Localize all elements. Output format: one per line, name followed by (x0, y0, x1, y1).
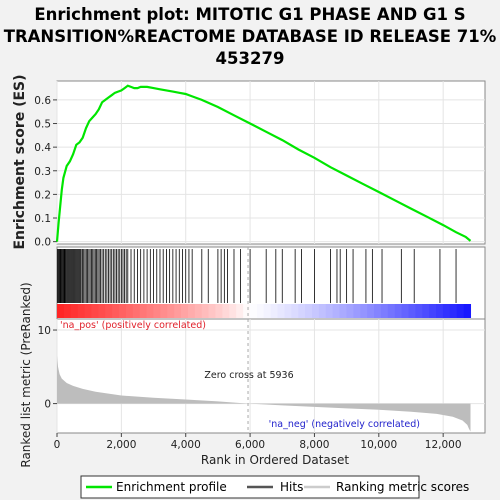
color-bar-segment-25 (229, 304, 237, 318)
color-bar-segment-40 (332, 304, 341, 318)
es-panel (56, 80, 486, 245)
color-bar-segment-0 (57, 304, 65, 318)
color-bar-segment-18 (181, 304, 189, 318)
chart-title-line-1: Enrichment plot: MITOTIC G1 PHASE AND G1… (34, 5, 465, 24)
es-y-ticks: 0.0 0.1 0.2 0.3 0.4 0.5 0.6 (34, 95, 57, 249)
rank-color-bar (57, 304, 472, 318)
metric-panel (56, 318, 486, 434)
metric-y-axis-label: Ranked list metric (PreRanked) (19, 282, 33, 467)
x-tick-label-3: 6,000 (235, 439, 265, 451)
x-axis-label: Rank in Ordered Dataset (201, 453, 349, 467)
color-bar-segment-4 (84, 304, 92, 318)
x-tick-label-5: 10,000 (360, 439, 397, 451)
color-bar-segment-50 (401, 304, 409, 318)
es-tick-label-5: 0.5 (34, 119, 51, 131)
x-tick-label-1: 2,000 (106, 439, 136, 451)
es-tick-label-1: 0.1 (34, 213, 51, 225)
color-bar-segment-58 (456, 304, 465, 318)
es-y-axis-label: Enrichment score (ES) (12, 74, 28, 249)
color-bar-segment-9 (119, 304, 127, 318)
hits-marks (57, 249, 457, 303)
color-bar-segment-56 (442, 304, 451, 318)
x-tick-label-2: 4,000 (171, 439, 201, 451)
color-bar-segment-42 (346, 304, 354, 318)
es-tick-label-6: 0.6 (34, 95, 51, 107)
color-bar-segment-34 (291, 304, 299, 318)
color-bar-segment-59 (463, 304, 472, 318)
color-bar-segment-11 (132, 304, 141, 318)
color-bar-segment-8 (112, 304, 120, 318)
color-bar-segment-37 (312, 304, 320, 318)
color-bar-segment-15 (160, 304, 168, 318)
color-bar-segment-2 (70, 304, 79, 318)
es-tick-label-2: 0.2 (34, 189, 51, 201)
negative-correlation-label: 'na_neg' (negatively correlated) (269, 419, 420, 430)
color-bar-segment-57 (449, 304, 458, 318)
color-bar-segment-41 (339, 304, 347, 318)
color-bar-segment-54 (429, 304, 437, 318)
color-bar-segment-45 (367, 304, 375, 318)
color-bar-segment-22 (208, 304, 217, 318)
legend-ranking-metric-label: Ranking metric scores (336, 480, 469, 494)
color-bar-segment-27 (243, 304, 251, 318)
color-bar-segment-28 (249, 304, 258, 318)
metric-tick-label-0: 0 (44, 399, 51, 411)
color-bar-segment-33 (284, 304, 292, 318)
color-bar-segment-32 (277, 304, 285, 318)
color-bar-segment-43 (353, 304, 361, 318)
color-bar-segment-20 (194, 304, 203, 318)
x-tick-label-0: 0 (54, 439, 61, 451)
color-bar-segment-30 (263, 304, 272, 318)
es-tick-label-3: 0.3 (34, 166, 51, 178)
color-bar-segment-29 (256, 304, 265, 318)
chart-title-line-3: 453279 (216, 49, 285, 68)
color-bar-segment-38 (318, 304, 327, 318)
chart-title-line-2: TRANSITION%REACTOME DATABASE ID RELEASE … (4, 27, 497, 46)
color-bar-segment-24 (222, 304, 230, 318)
color-bar-segment-46 (374, 304, 382, 318)
enrichment-profile-line (55, 84, 472, 242)
es-grid (56, 81, 485, 244)
color-bar-segment-55 (436, 304, 444, 318)
color-bar-segment-47 (380, 304, 389, 318)
color-bar-segment-44 (360, 304, 368, 318)
color-bar-segment-1 (63, 304, 72, 318)
x-tick-label-6: 12,000 (425, 439, 462, 451)
color-bar-segment-35 (298, 304, 306, 318)
color-bar-segment-36 (305, 304, 313, 318)
color-bar-segment-3 (77, 304, 86, 318)
color-bar-segment-6 (98, 304, 106, 318)
color-bar-segment-13 (146, 304, 154, 318)
color-bar-segment-53 (422, 304, 430, 318)
color-bar-segment-16 (167, 304, 175, 318)
metric-tick-label-1: 10 (38, 325, 51, 337)
metric-y-ticks: 0 10 (38, 325, 57, 411)
color-bar-segment-39 (325, 304, 334, 318)
es-tick-label-4: 0.4 (34, 142, 51, 154)
color-bar-segment-49 (394, 304, 403, 318)
es-tick-label-0: 0.0 (34, 237, 51, 249)
legend-enrichment-profile-label: Enrichment profile (116, 480, 227, 494)
x-tick-label-4: 8,000 (299, 439, 329, 451)
color-bar-segment-21 (201, 304, 210, 318)
color-bar-segment-51 (408, 304, 416, 318)
legend: Enrichment profile Hits Ranking metric s… (80, 475, 469, 499)
x-ticks: 0 2,000 4,000 6,000 8,000 10,000 12,000 (54, 433, 462, 451)
color-bar-segment-26 (236, 304, 244, 318)
color-bar-segment-52 (415, 304, 423, 318)
zero-cross-label: Zero cross at 5936 (204, 370, 293, 381)
color-bar-segment-14 (153, 304, 161, 318)
color-bar-segment-48 (387, 304, 396, 318)
color-bar-segment-23 (215, 304, 223, 318)
positive-correlation-label: 'na_pos' (positively correlated) (60, 320, 206, 331)
color-bar-segment-19 (187, 304, 196, 318)
color-bar-segment-7 (105, 304, 113, 318)
color-bar-segment-17 (174, 304, 182, 318)
color-bar-segment-12 (139, 304, 148, 318)
color-bar-segment-5 (91, 304, 99, 318)
legend-hits-label: Hits (280, 480, 303, 494)
color-bar-segment-10 (125, 304, 134, 318)
color-bar-segment-31 (270, 304, 279, 318)
